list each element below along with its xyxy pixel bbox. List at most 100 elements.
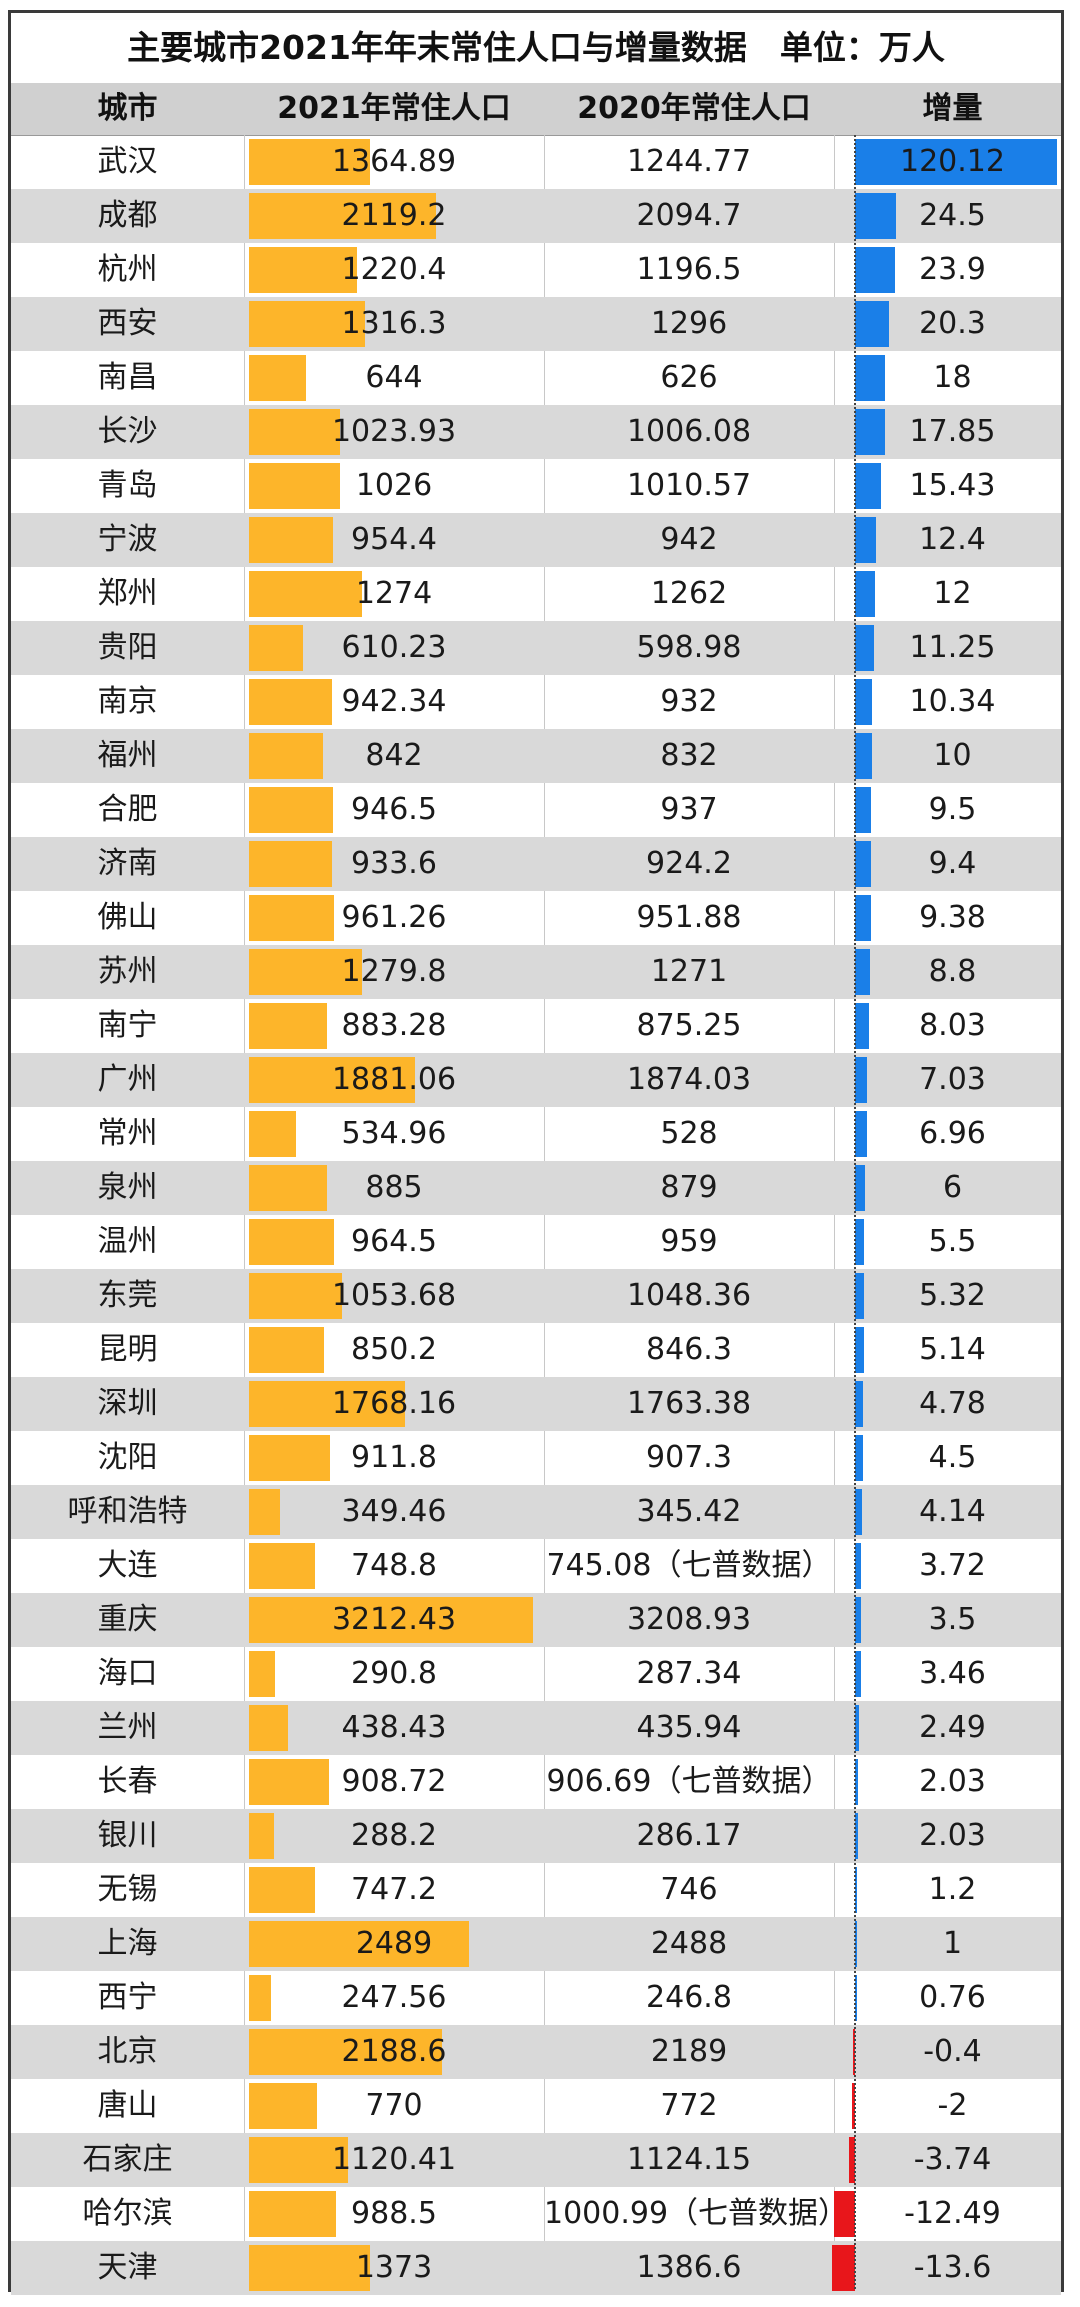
city-cell: 无锡: [97, 1872, 158, 1907]
table-row: 佛山 961.26 951.88 9.38: [11, 891, 1061, 945]
city-cell: 泉州: [97, 1170, 158, 1205]
pop-2021-cell: 1768.16: [331, 1386, 457, 1421]
city-cell: 苏州: [97, 954, 158, 989]
pop-2020-cell: 1006.08: [626, 414, 752, 449]
city-cell: 西宁: [97, 1980, 158, 2015]
table-row: 常州 534.96 528 6.96: [11, 1107, 1061, 1161]
table-row: 南宁 883.28 875.25 8.03: [11, 999, 1061, 1053]
increase-cell: 4.14: [919, 1494, 986, 1529]
increase-bar: [855, 949, 870, 995]
table-row: 哈尔滨 988.5 1000.99（七普数据） -12.49: [11, 2187, 1061, 2241]
pop-2021-bar: [249, 193, 437, 239]
table-row: 杭州 1220.4 1196.5 23.9: [11, 243, 1061, 297]
increase-cell: 9.38: [919, 900, 986, 935]
city-cell: 南昌: [97, 360, 158, 395]
pop-2021-bar: [249, 1705, 288, 1751]
pop-2020-cell: 1763.38: [626, 1386, 752, 1421]
increase-bar: [855, 1597, 861, 1643]
increase-cell: 18: [933, 360, 972, 395]
increase-bar: [855, 139, 1057, 185]
header-pop-2020: 2020年常住人口: [577, 91, 811, 126]
city-cell: 天津: [97, 2250, 158, 2285]
pop-2020-cell: 1196.5: [636, 252, 742, 287]
city-cell: 长春: [97, 1764, 158, 1799]
table-row: 贵阳 610.23 598.98 11.25: [11, 621, 1061, 675]
increase-bar: [855, 733, 872, 779]
increase-bar: [855, 679, 873, 725]
header-pop-2021: 2021年常住人口: [277, 91, 511, 126]
increase-bar: [855, 247, 896, 293]
table-row: 南京 942.34 932 10.34: [11, 675, 1061, 729]
pop-2021-cell: 770: [365, 2088, 423, 2123]
pop-2021-bar: [249, 2191, 337, 2237]
pop-2020-cell: 287.34: [636, 1656, 742, 1691]
city-cell: 昆明: [97, 1332, 158, 1367]
city-cell: 银川: [97, 1818, 158, 1853]
increase-bar: [855, 571, 876, 617]
increase-cell: -3.74: [913, 2142, 992, 2177]
city-cell: 长沙: [97, 414, 158, 449]
increase-bar: [855, 1219, 865, 1265]
pop-2021-cell: 288.2: [351, 1818, 437, 1853]
pop-2021-bar: [249, 1543, 316, 1589]
pop-2021-cell: 2119.2: [341, 198, 447, 233]
pop-2021-cell: 883.28: [341, 1008, 447, 1043]
pop-2020-cell: 772: [660, 2088, 718, 2123]
pop-2021-cell: 988.5: [351, 2196, 437, 2231]
decrease-bar: [832, 2245, 855, 2291]
city-cell: 合肥: [97, 792, 158, 827]
increase-cell: 6: [942, 1170, 963, 1205]
increase-cell: -13.6: [913, 2250, 992, 2285]
city-cell: 成都: [97, 198, 158, 233]
increase-bar: [855, 1057, 867, 1103]
increase-bar: [855, 1975, 857, 2021]
increase-bar: [855, 1111, 867, 1157]
table-row: 郑州 1274 1262 12: [11, 567, 1061, 621]
table-row: 武汉 1364.89 1244.77 120.12: [11, 135, 1061, 189]
pop-2021-cell: 908.72: [341, 1764, 447, 1799]
data-table: 主要城市2021年年末常住人口与增量数据 单位：万人 城市 2021年常住人口 …: [8, 10, 1064, 2295]
pop-2020-cell: 1000.99（七普数据）: [544, 2196, 849, 2231]
increase-bar: [855, 1921, 857, 1967]
pop-2021-bar: [249, 1057, 416, 1103]
table-row: 东莞 1053.68 1048.36 5.32: [11, 1269, 1061, 1323]
pop-2021-bar: [249, 2083, 318, 2129]
table-row: 长春 908.72 906.69（七普数据） 2.03: [11, 1755, 1061, 1809]
pop-2021-bar: [249, 1597, 533, 1643]
city-cell: 东莞: [97, 1278, 158, 1313]
pop-2021-cell: 438.43: [341, 1710, 447, 1745]
pop-2021-cell: 349.46: [341, 1494, 447, 1529]
city-cell: 温州: [97, 1224, 158, 1259]
increase-cell: 2.03: [919, 1818, 986, 1853]
pop-2020-cell: 924.2: [646, 846, 732, 881]
increase-bar: [855, 355, 886, 401]
pop-2020-cell: 745.08（七普数据）: [546, 1548, 832, 1583]
city-cell: 呼和浩特: [67, 1494, 188, 1529]
pop-2021-bar: [249, 1489, 280, 1535]
table-row: 西安 1316.3 1296 20.3: [11, 297, 1061, 351]
pop-2021-cell: 1364.89: [331, 144, 457, 179]
increase-cell: 8.03: [919, 1008, 986, 1043]
pop-2021-cell: 644: [365, 360, 423, 395]
increase-cell: 3.72: [919, 1548, 986, 1583]
table-row: 济南 933.6 924.2 9.4: [11, 837, 1061, 891]
increase-cell: 120.12: [900, 144, 1005, 179]
pop-2021-bar: [249, 2029, 443, 2075]
increase-cell: 20.3: [919, 306, 986, 341]
increase-bar: [855, 517, 876, 563]
pop-2021-bar: [249, 625, 303, 671]
table-row: 沈阳 911.8 907.3 4.5: [11, 1431, 1061, 1485]
table-row: 唐山 770 772 -2: [11, 2079, 1061, 2133]
pop-2021-bar: [249, 1867, 316, 1913]
pop-2020-cell: 2488: [650, 1926, 728, 1961]
city-cell: 福州: [97, 738, 158, 773]
pop-2021-cell: 2489: [355, 1926, 433, 1961]
pop-2020-cell: 1262: [650, 576, 728, 611]
increase-cell: 0.76: [919, 1980, 986, 2015]
increase-cell: 7.03: [919, 1062, 986, 1097]
pop-2021-bar: [249, 679, 333, 725]
city-cell: 济南: [97, 846, 158, 881]
pop-2021-bar: [249, 1921, 470, 1967]
pop-2021-bar: [249, 787, 333, 833]
increase-bar: [855, 625, 874, 671]
